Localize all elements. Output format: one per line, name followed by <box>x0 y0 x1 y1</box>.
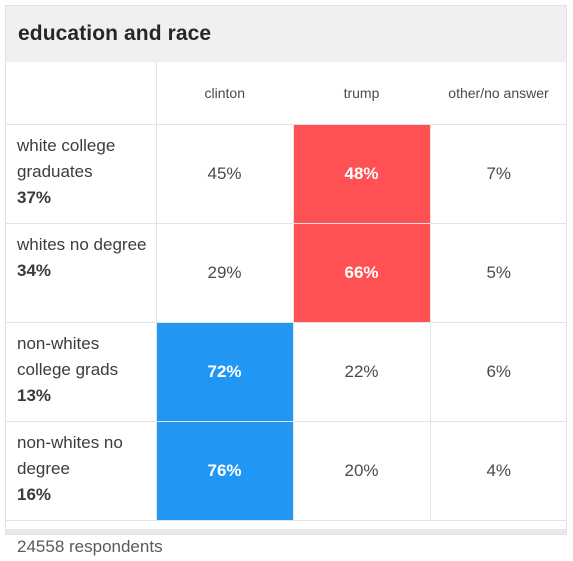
cell-other: 6% <box>430 322 567 422</box>
row-label-cell: whites no degree 34% <box>6 223 157 323</box>
row-share: 34% <box>17 261 52 280</box>
column-header-clinton: clinton <box>156 62 293 125</box>
cell-other: 4% <box>430 421 567 521</box>
cell-other: 7% <box>430 124 567 224</box>
table-row: non-whites college grads 13% 72% 22% 6% <box>6 322 567 422</box>
row-share: 37% <box>17 188 52 207</box>
cell-clinton: 29% <box>156 223 294 323</box>
cell-clinton: 76% <box>156 421 294 521</box>
cell-trump: 20% <box>293 421 431 521</box>
footer-divider <box>6 529 566 534</box>
results-card: education and race clinton trump other/n… <box>5 5 567 556</box>
respondents-footer: 24558 respondents <box>6 521 566 561</box>
results-table: clinton trump other/no answer white coll… <box>6 62 567 521</box>
column-header-trump: trump <box>293 62 430 125</box>
row-share: 16% <box>17 485 52 504</box>
header-empty-cell <box>6 62 157 125</box>
table-row: non-whites no degree 16% 76% 20% 4% <box>6 421 567 521</box>
cell-other: 5% <box>430 223 567 323</box>
row-label: non-whites no degree <box>17 433 123 478</box>
card-header: education and race <box>6 6 566 62</box>
row-share: 13% <box>17 386 52 405</box>
cell-trump: 22% <box>293 322 431 422</box>
table-row: whites no degree 34% 29% 66% 5% <box>6 223 567 323</box>
row-label: white college graduates <box>17 136 116 181</box>
row-label-cell: non-whites college grads 13% <box>6 322 157 422</box>
column-header-other: other/no answer <box>430 62 567 125</box>
row-label: whites no degree <box>17 235 147 254</box>
cell-clinton: 45% <box>156 124 294 224</box>
row-label: non-whites college grads <box>17 334 119 379</box>
row-label-cell: non-whites no degree 16% <box>6 421 157 521</box>
header-row: clinton trump other/no answer <box>6 62 567 125</box>
cell-trump: 66% <box>293 223 431 323</box>
cell-trump: 48% <box>293 124 431 224</box>
row-label-cell: white college graduates 37% <box>6 124 157 224</box>
cell-clinton: 72% <box>156 322 294 422</box>
respondents-count: 24558 respondents <box>17 537 163 556</box>
card-title: education and race <box>18 22 212 45</box>
table-row: white college graduates 37% 45% 48% 7% <box>6 124 567 224</box>
